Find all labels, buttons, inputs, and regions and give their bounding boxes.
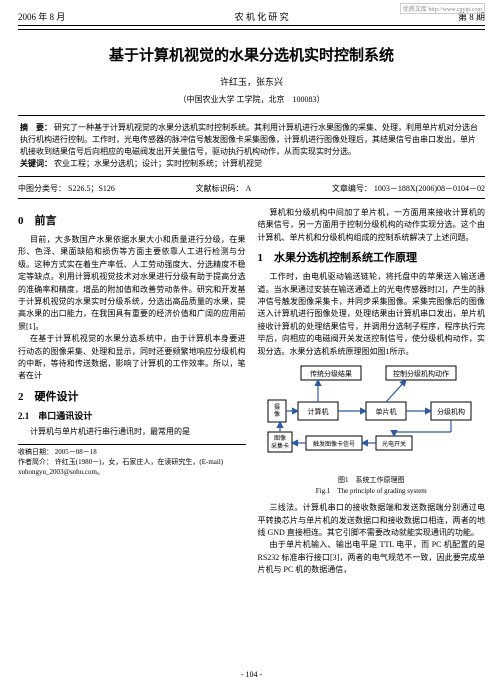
author-bio: 作者简介： 许红玉(1980－)，女，石家庄人，在读研究生，(E-mail) x… [18, 458, 246, 478]
figure-1-caption-en: Fig.1 The principle of grading system [258, 487, 486, 496]
svg-text:控制分级机构动作: 控制分级机构动作 [393, 369, 449, 378]
clc-label: 中图分类号： [18, 184, 66, 193]
body-columns: 0 前言 目前，大多数国产水果依据水果大小和质量进行分级，在果形、色泽、果面缺陷… [18, 207, 485, 576]
right-column: 算机和分级机构中间加了单片机，一方面用来接收计算机的结果信号，另一方面用于控制分… [258, 207, 486, 576]
affiliation: （中国农业大学 工学院，北京 100083） [18, 94, 485, 105]
authors: 许红玉，张东兴 [18, 75, 485, 88]
section-0-p1: 目前，大多数国产水果依据水果大小和质量进行分级，在果形、色泽、果面缺陷和损伤等方… [18, 234, 246, 333]
meta-line: 中图分类号： S226.5；S126 文献标识码： A 文章编号： 1003－1… [18, 183, 485, 199]
figure-1-caption-cn: 图1 系统工作原理图 [258, 476, 486, 485]
header-date: 2006 年 8 月 [18, 10, 65, 23]
author-bio-label: 作者简介： [18, 458, 53, 466]
keywords: 关键词： 农业工程；水果分选机；设计；实时控制系统；计算机视觉 [20, 158, 483, 170]
left-column: 0 前言 目前，大多数国产水果依据水果大小和质量进行分级，在果形、色泽、果面缺陷… [18, 207, 246, 576]
doc-code-value: A [246, 184, 252, 193]
figure-1-svg: 传统分级结果 控制分级机构动作 摄 像 摄像头 计算机 单片机 分级机构 图像 … [266, 364, 476, 474]
doc-code: 文献标识码： A [196, 183, 252, 194]
svg-text:图像: 图像 [274, 434, 286, 442]
doc-code-label: 文献标识码： [196, 184, 244, 193]
section-1-title: 1 水果分选机控制系统工作原理 [258, 250, 486, 267]
watermark: 优质文库 http://www.cqvip.com [400, 3, 485, 14]
keywords-text: 农业工程；水果分选机；设计；实时控制系统；计算机视觉 [54, 159, 262, 168]
footnote-block: 收稿日期： 2005－08－18 作者简介： 许红玉(1980－)，女，石家庄人… [18, 444, 246, 477]
received-date: 收稿日期： 2005－08－18 [18, 448, 246, 458]
section-0-title: 0 前言 [18, 213, 246, 230]
svg-text:传统分级结果: 传统分级结果 [310, 369, 352, 378]
page-number: - 104 - [0, 670, 503, 679]
recv-value: 2005－08－18 [55, 448, 97, 456]
abstract-text: 研究了一种基于计算机视觉的水果分选机实时控制系统。其利用计算机进行水果图像的采集… [20, 123, 478, 156]
section-1-p1: 工作时，由电机驱动输送链轮，将托盘中的苹果送入输送通道。当水果通过安装在输送通道… [258, 271, 486, 358]
svg-text:触发图像卡信号: 触发图像卡信号 [313, 440, 355, 448]
section-0-p2: 在基于计算机视觉的水果分选系统中，由于计算机本身要进行动态的图像采集、处理和显示… [18, 333, 246, 383]
section-2-1-title: 2.1 串口通讯设计 [18, 410, 246, 424]
section-2-1-p1: 计算机与单片机进行串行通讯时，最常用的是 [18, 426, 246, 438]
abstract-label: 摘 要： [20, 123, 52, 132]
figure-1: 传统分级结果 控制分级机构动作 摄 像 摄像头 计算机 单片机 分级机构 图像 … [258, 364, 486, 496]
svg-text:采集卡: 采集卡 [271, 442, 289, 450]
abstract-block: 摘 要： 研究了一种基于计算机视觉的水果分选机实时控制系统。其利用计算机进行水果… [18, 115, 485, 177]
right-bottom-p2: 由于单片机输入、输出电平是 TTL 电平，而 PC 机配置的是 RS232 标准… [258, 539, 486, 576]
svg-text:像: 像 [274, 410, 280, 418]
right-top-continuation: 算机和分级机构中间加了单片机，一方面用来接收计算机的结果信号，另一方面用于控制分… [258, 207, 486, 244]
abstract: 摘 要： 研究了一种基于计算机视觉的水果分选机实时控制系统。其利用计算机进行水果… [20, 122, 483, 158]
article-id: 文章编号： 1003－188X(2006)08－0104－02 [332, 183, 485, 194]
clc: 中图分类号： S226.5；S126 [18, 183, 115, 194]
header-journal: 农 机 化 研 究 [235, 10, 289, 23]
keywords-label: 关键词： [20, 159, 52, 168]
paper-title: 基于计算机视觉的水果分选机实时控制系统 [18, 44, 485, 65]
svg-text:分级机构: 分级机构 [437, 407, 465, 416]
svg-text:计算机: 计算机 [308, 407, 329, 416]
svg-text:光电开关: 光电开关 [382, 440, 406, 448]
article-id-value: 1003－188X(2006)08－0104－02 [374, 184, 485, 193]
svg-text:单片机: 单片机 [376, 407, 397, 416]
svg-text:摄: 摄 [274, 403, 280, 411]
right-bottom-p1: 三线法。计算机串口的接收数据端和发送数据端分别通过电平转换芯片与单片机的发送数据… [258, 502, 486, 539]
article-id-label: 文章编号： [332, 184, 372, 193]
section-2-title: 2 硬件设计 [18, 389, 246, 406]
header-rule [18, 29, 485, 30]
recv-label: 收稿日期： [18, 448, 53, 456]
clc-value: S226.5；S126 [68, 184, 115, 193]
